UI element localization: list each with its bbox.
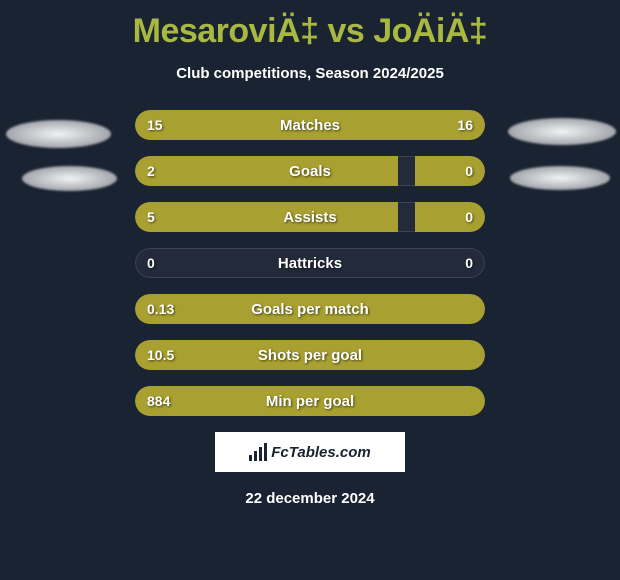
glow-oval — [508, 118, 616, 145]
page-title: MesaroviÄ‡ vs JoÄiÄ‡ — [0, 0, 620, 51]
stat-label: Goals — [135, 156, 485, 186]
stats-area: 1516Matches 20Goals 50Assists 00Hattricks 0.… — [0, 110, 620, 416]
stat-label: Assists — [135, 202, 485, 232]
stat-row: 1516Matches — [135, 110, 485, 140]
stat-row: 20Goals — [135, 156, 485, 186]
glow-oval — [510, 166, 610, 190]
stat-row: 0.13Goals per match — [135, 294, 485, 324]
glow-oval — [22, 166, 117, 191]
stat-row: 884Min per goal — [135, 386, 485, 416]
stat-row: 50Assists — [135, 202, 485, 232]
stat-label: Shots per goal — [135, 340, 485, 370]
brand-badge: FcTables.com — [215, 432, 405, 472]
stat-label: Min per goal — [135, 386, 485, 416]
date-text: 22 december 2024 — [0, 490, 620, 507]
stat-label: Hattricks — [135, 248, 485, 278]
bars-icon — [249, 443, 267, 461]
subtitle: Club competitions, Season 2024/2025 — [0, 65, 620, 82]
stat-row: 00Hattricks — [135, 248, 485, 278]
stat-rows-container: 1516Matches 20Goals 50Assists 00Hattricks 0.… — [135, 110, 485, 416]
stat-row: 10.5Shots per goal — [135, 340, 485, 370]
glow-oval — [6, 120, 111, 148]
stat-label: Matches — [135, 110, 485, 140]
stat-label: Goals per match — [135, 294, 485, 324]
brand-text: FcTables.com — [271, 444, 370, 461]
